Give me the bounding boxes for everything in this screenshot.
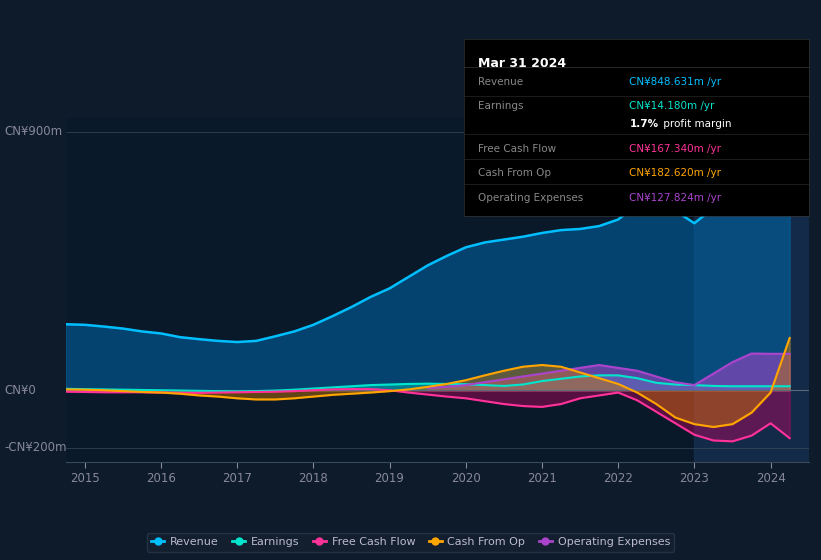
Text: Earnings: Earnings [478,101,523,111]
Text: Free Cash Flow: Free Cash Flow [478,143,556,153]
Text: CN¥127.824m /yr: CN¥127.824m /yr [630,193,722,203]
Text: 1.7%: 1.7% [630,119,658,129]
Text: CN¥182.620m /yr: CN¥182.620m /yr [630,168,722,178]
Legend: Revenue, Earnings, Free Cash Flow, Cash From Op, Operating Expenses: Revenue, Earnings, Free Cash Flow, Cash … [147,533,674,552]
Text: Operating Expenses: Operating Expenses [478,193,583,203]
Text: CN¥900m: CN¥900m [4,125,62,138]
Text: CN¥0: CN¥0 [4,384,36,396]
Text: Cash From Op: Cash From Op [478,168,551,178]
Text: profit margin: profit margin [660,119,732,129]
Text: Revenue: Revenue [478,77,523,87]
Text: CN¥848.631m /yr: CN¥848.631m /yr [630,77,722,87]
Text: -CN¥200m: -CN¥200m [4,441,67,454]
Text: CN¥167.340m /yr: CN¥167.340m /yr [630,143,722,153]
Bar [695,118,809,462]
Text: CN¥14.180m /yr: CN¥14.180m /yr [630,101,715,111]
Text: Mar 31 2024: Mar 31 2024 [478,57,566,70]
